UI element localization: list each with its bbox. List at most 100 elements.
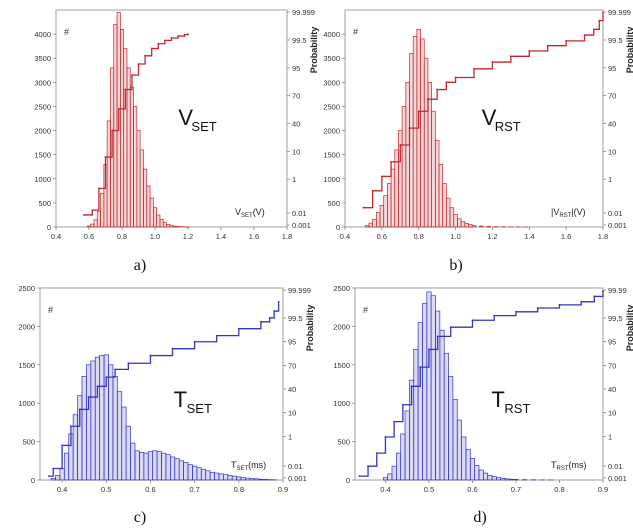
right-tick-label: 99.5 <box>292 36 307 45</box>
histogram-bar <box>379 204 385 228</box>
y-tick-label: 0 <box>47 223 51 232</box>
histogram-bar <box>442 183 447 228</box>
y-tick-label: 2000 <box>34 127 51 136</box>
right-tick-label: 0.01 <box>608 209 623 218</box>
y-tick-label: 2000 <box>18 322 35 331</box>
histogram-bar <box>134 450 140 481</box>
histogram-bar <box>401 106 407 228</box>
x-tick-label: 0.7 <box>511 485 521 494</box>
x-tick-label: 1.8 <box>598 232 608 241</box>
histogram-bar <box>136 130 141 228</box>
histogram-bar <box>486 226 491 228</box>
histogram-bar <box>123 48 128 228</box>
panel-c: 0.4 0.5 0.6 0.7 0.8 0.9 0 500 1000 1500 2000 2500 99… <box>18 284 315 526</box>
histogram-bar <box>72 414 78 481</box>
right-tick-label: 99.99 <box>608 286 627 295</box>
x-tick-label: 0.4 <box>57 485 67 494</box>
histogram-bar <box>113 24 118 228</box>
y-tick-label: 3000 <box>323 78 340 87</box>
histogram-bar <box>116 391 123 481</box>
histogram-bar <box>81 375 87 481</box>
x-axis-label: |VRST|(V) <box>551 207 586 219</box>
x-tick-label: 1.4 <box>216 232 226 241</box>
cumulative-point <box>515 310 517 313</box>
cumulative-point <box>493 314 496 317</box>
x-tick-label: 0.4 <box>380 485 390 494</box>
y-tick-label: 3500 <box>323 54 340 63</box>
x-tick-label: 0.6 <box>84 232 94 241</box>
histogram-bar <box>169 225 174 228</box>
histogram-bar <box>149 197 154 228</box>
histogram-bar <box>404 410 410 481</box>
x-axis-label-sub: SET <box>237 466 249 472</box>
x-axis-label: TRST(ms) <box>551 460 587 472</box>
y-tick-label: 1500 <box>323 151 340 160</box>
histogram-bar <box>500 477 506 481</box>
cumulative-point <box>268 317 271 319</box>
histogram-bar <box>446 197 451 228</box>
panel-d: 0.4 0.5 0.6 0.7 0.8 0.9 0 500 1000 1500 2000 2500 99… <box>333 284 633 526</box>
histogram-bar <box>133 106 138 228</box>
cumulative-point <box>70 425 72 428</box>
histogram-bar <box>227 475 233 481</box>
histogram-bar <box>236 476 242 481</box>
right-tick-label: 0.001 <box>288 474 307 483</box>
x-tick-label: 1.0 <box>450 232 460 241</box>
histogram-bar <box>372 218 377 228</box>
y-tick-label: 0 <box>31 476 35 485</box>
cumulative-point <box>509 55 512 58</box>
plot-frame <box>354 287 604 481</box>
panel-caption: c) <box>134 509 146 526</box>
cumulative-point <box>273 310 276 312</box>
cumulative-point <box>436 335 439 338</box>
x-tick-label: 1.6 <box>561 232 571 241</box>
cumulative-point <box>111 129 113 132</box>
histogram-bar <box>174 458 180 481</box>
right-tick-label: 99.999 <box>292 8 315 17</box>
histogram-bar <box>383 195 388 228</box>
histogram-bar <box>106 120 111 228</box>
histogram-bar <box>161 452 167 481</box>
y-tick-label: 0 <box>346 476 350 485</box>
histogram-bar <box>218 473 224 481</box>
cumulative-point <box>91 209 94 212</box>
histogram-bar <box>423 57 429 228</box>
y-tick-label: 1000 <box>34 175 51 184</box>
cumulative-point <box>454 76 457 79</box>
x-axis-label-unit: |(V) <box>571 207 585 217</box>
cumulative-point <box>127 362 130 365</box>
histogram-bar <box>417 322 423 481</box>
y-tick-label: 1500 <box>34 151 51 160</box>
right-tick-label: 70 <box>608 361 616 370</box>
cumulative-point <box>87 396 90 398</box>
histogram-bar <box>192 465 198 481</box>
big-label-main: T <box>491 387 504 412</box>
x-tick-label: 0.4 <box>340 232 350 241</box>
cumulative-point <box>98 187 100 190</box>
histogram-bar <box>262 479 268 481</box>
y-tick-label: 1000 <box>18 399 35 408</box>
y-tick-label: 2500 <box>323 102 340 111</box>
histogram-bar <box>172 225 177 228</box>
cumulative-point <box>149 354 152 357</box>
histogram-bar <box>93 219 98 228</box>
cumulative-point <box>546 44 549 47</box>
panel-caption: d) <box>473 509 486 526</box>
histogram-bar <box>449 207 455 228</box>
x-tick-label: 0.9 <box>278 485 288 494</box>
cumulative-point <box>183 33 186 36</box>
x-axis-label: VSET(V) <box>235 207 265 219</box>
histogram-bar <box>183 461 189 481</box>
histogram-bar <box>156 451 162 481</box>
histogram-bar <box>400 433 406 481</box>
probability-axis-label: Probability <box>305 305 315 352</box>
histogram-bar <box>153 207 158 228</box>
histogram-bar <box>90 223 95 228</box>
cumulative-point <box>164 39 166 42</box>
cumulative-point <box>150 47 153 50</box>
histogram-bar <box>453 214 458 228</box>
cumulative-point <box>114 368 117 371</box>
right-tick-label: 99.999 <box>288 286 311 295</box>
right-tick-label: 40 <box>288 385 296 394</box>
cumulative-point <box>558 303 561 306</box>
